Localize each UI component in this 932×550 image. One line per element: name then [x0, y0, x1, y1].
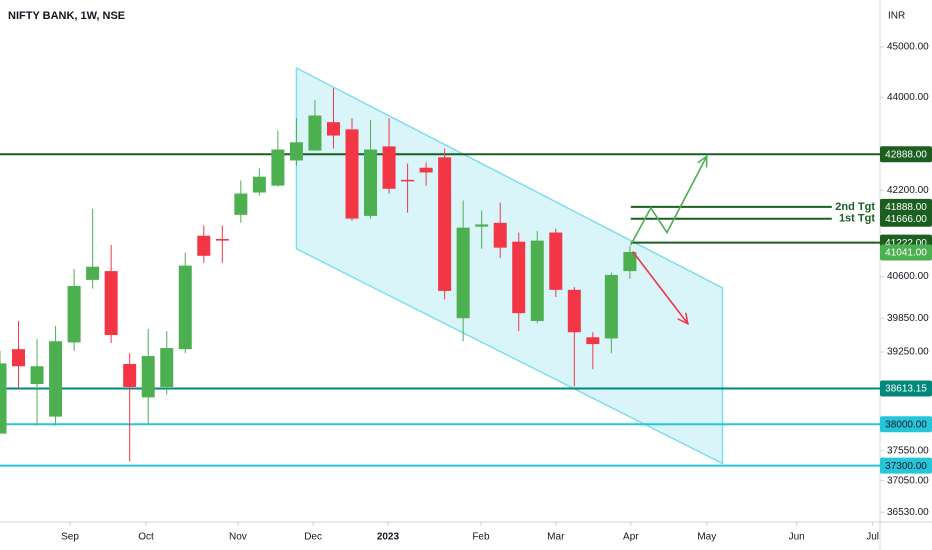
y-tick-label: 42200.00	[887, 185, 929, 196]
x-tick-label: Dec	[304, 532, 322, 543]
candle-body	[197, 235, 211, 256]
price-label-box	[880, 210, 932, 227]
candle-body	[549, 232, 563, 290]
projection-arrow	[630, 154, 708, 246]
price-label: 41041.00	[885, 248, 927, 259]
x-tick-label: Jul	[866, 532, 879, 543]
x-tick-label: Jun	[789, 532, 805, 543]
projection-arrow	[632, 250, 689, 326]
candle-body	[364, 149, 378, 216]
candle-body	[252, 176, 266, 193]
chart-title: NIFTY BANK, 1W, NSE	[8, 10, 125, 22]
candle-body	[178, 265, 192, 350]
candle-body	[289, 142, 303, 161]
price-label: 41666.00	[885, 214, 927, 225]
candle-body	[215, 239, 229, 241]
price-label: 38613.15	[885, 384, 927, 395]
x-tick-label: 2023	[377, 532, 400, 543]
target-label: 1st Tgt	[839, 213, 875, 225]
price-label: 42888.00	[885, 149, 927, 160]
candle-body	[12, 349, 26, 367]
x-tick-label: Apr	[623, 532, 639, 543]
candle-body	[604, 274, 618, 339]
price-label: 41888.00	[885, 202, 927, 213]
candle-body	[30, 366, 44, 385]
candle-body	[567, 289, 581, 333]
y-tick-label: 39850.00	[887, 313, 929, 324]
candle-body	[530, 240, 544, 321]
price-label-box	[880, 380, 932, 397]
candle-body	[141, 356, 155, 398]
currency: INR	[888, 11, 905, 22]
candle-body	[86, 266, 100, 280]
candle-body	[0, 363, 7, 434]
candle-body	[475, 224, 489, 227]
candle-body	[623, 252, 637, 272]
candle-body	[382, 146, 396, 189]
target-label: 2nd Tgt	[835, 201, 875, 213]
y-tick-label: 37050.00	[887, 475, 929, 486]
candle-body	[308, 115, 322, 151]
x-tick-label: Nov	[229, 532, 247, 543]
channel	[295, 66, 724, 465]
candle-body	[493, 222, 507, 248]
x-tick-label: Mar	[547, 532, 565, 543]
candle-body	[456, 227, 470, 319]
candle-body	[49, 341, 63, 417]
price-label: 38000.00	[885, 419, 927, 430]
y-tick-label: 44000.00	[887, 92, 929, 103]
candle-body	[512, 241, 526, 314]
candle-body	[104, 271, 118, 336]
candle-body	[67, 285, 81, 343]
candle-body	[401, 179, 415, 182]
candle-body	[586, 337, 600, 345]
x-tick-label: Sep	[61, 532, 79, 543]
y-tick-label: 36530.00	[887, 507, 929, 518]
candle-body	[326, 122, 340, 136]
price-label-box	[880, 146, 932, 163]
price-label: 41222.00	[885, 238, 927, 249]
price-label: 37300.00	[885, 461, 927, 472]
candle-body	[123, 363, 137, 387]
candle-body	[345, 129, 359, 219]
x-tick-label: Feb	[472, 532, 490, 543]
candle-body	[234, 193, 248, 215]
y-tick-label: 39250.00	[887, 347, 929, 358]
x-tick-label: May	[697, 532, 716, 543]
candle-body	[438, 157, 452, 291]
price-label-box	[880, 457, 932, 474]
price-label-box	[880, 244, 932, 261]
y-tick-label: 37550.00	[887, 445, 929, 456]
candle-body	[271, 149, 285, 186]
y-tick-label: 45000.00	[887, 42, 929, 53]
x-tick-label: Oct	[138, 532, 154, 543]
candle-body	[419, 167, 433, 173]
y-tick-label: 40600.00	[887, 271, 929, 282]
price-label-box	[880, 416, 932, 433]
candle-body	[160, 348, 174, 387]
